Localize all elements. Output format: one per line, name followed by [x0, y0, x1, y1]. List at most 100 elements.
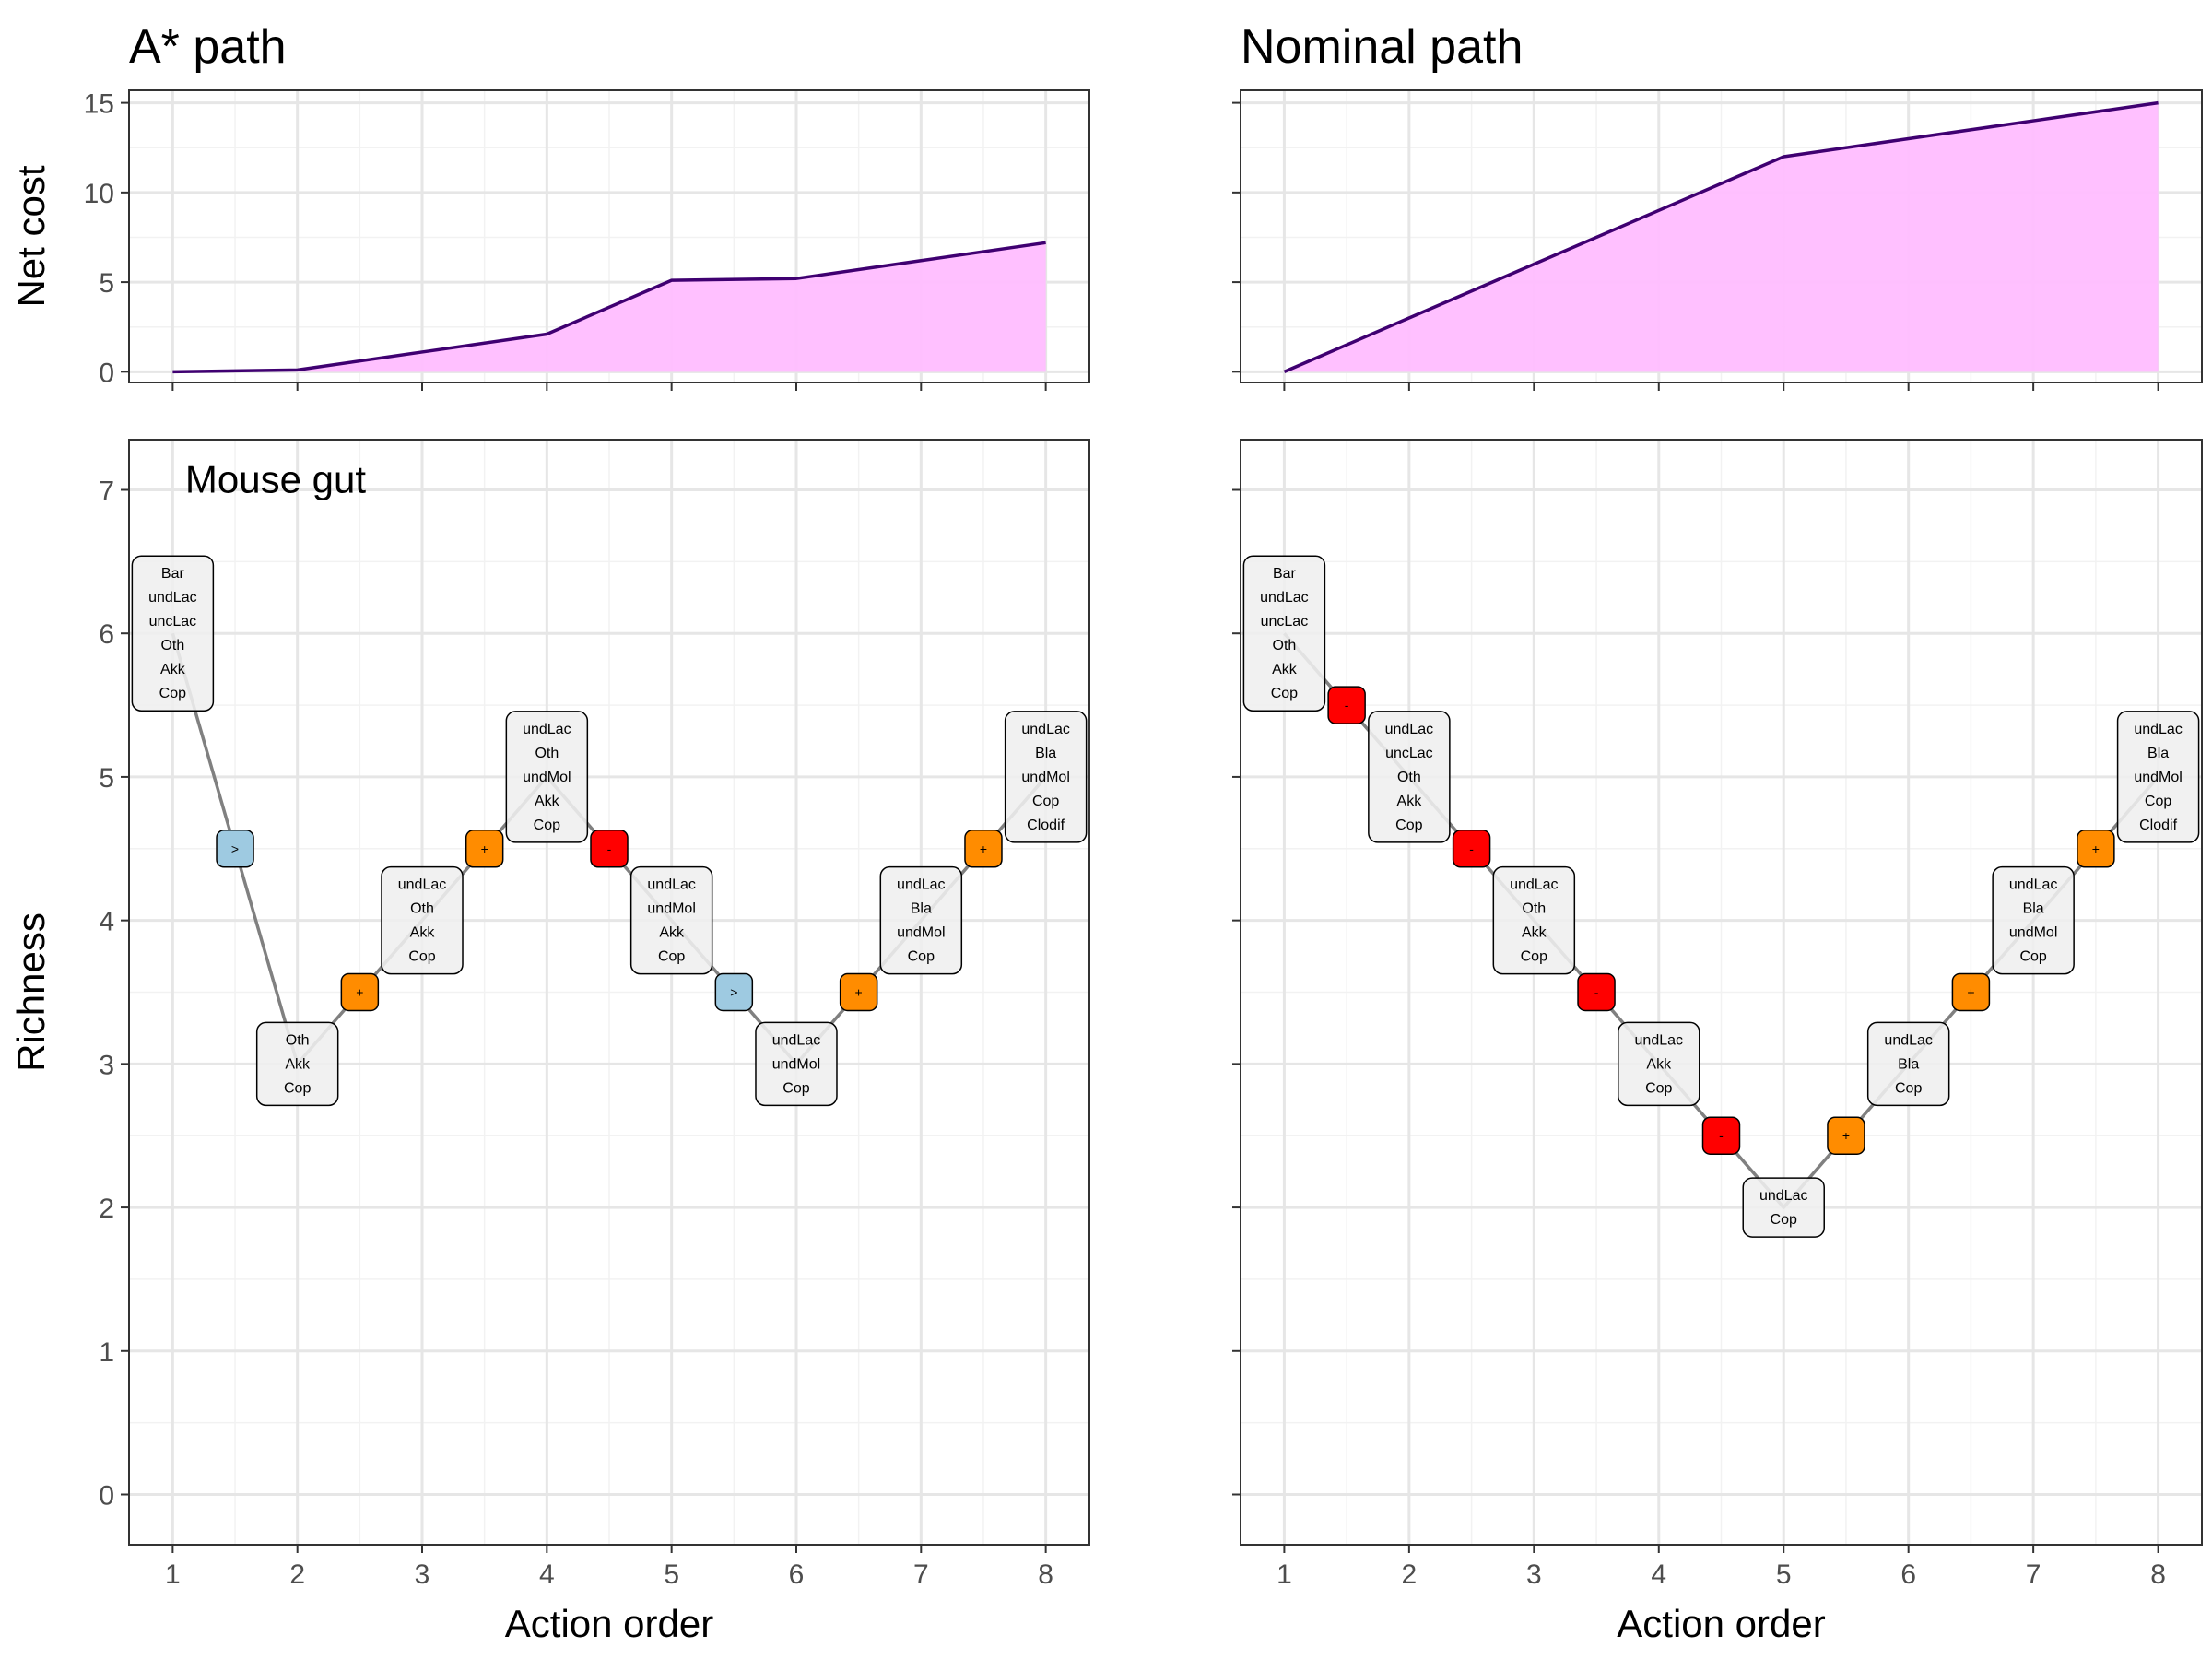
action-symbol: -: [1469, 841, 1474, 856]
state-node: undLac Bla undMol Cop: [1992, 865, 2075, 975]
state-taxon-label: Cop: [1645, 1080, 1672, 1096]
state-node-box: [255, 1021, 339, 1107]
panel-border: [128, 89, 1090, 383]
state-node-box: [1492, 865, 1576, 975]
action-symbol: -: [607, 841, 612, 856]
action-symbol: +: [980, 841, 987, 856]
state-taxon-label: Bla: [2147, 746, 2169, 761]
y-tick-label: 0: [99, 358, 114, 388]
action-marker-remove: -: [1327, 686, 1366, 724]
state-node: undLac Bla Cop: [1866, 1021, 1950, 1107]
state-taxon-label: undLac: [398, 877, 447, 893]
action-symbol: +: [1842, 1128, 1850, 1143]
state-taxon-label: Cop: [159, 686, 186, 701]
net-cost-line: [172, 241, 1046, 374]
action-marker-box: [1577, 972, 1616, 1012]
action-symbol: +: [2092, 841, 2100, 856]
state-taxon-label: uncLac: [1261, 614, 1309, 629]
x-tick-label: 7: [2026, 1559, 2041, 1590]
action-marker-box: [714, 972, 754, 1012]
action-marker-box: [465, 830, 504, 868]
net-cost-area: [1284, 102, 2159, 372]
x-tick-label: 8: [2150, 1559, 2166, 1590]
y-tick-label: 7: [99, 477, 114, 507]
state-taxon-label: Cop: [2145, 794, 2171, 809]
state-taxon-label: Akk: [1522, 925, 1547, 941]
state-node-box: [505, 711, 589, 843]
state-taxon-label: Cop: [534, 818, 560, 833]
panel-border: [128, 439, 1090, 1546]
state-taxon-label: undLac: [2134, 722, 2183, 737]
state-node-box: [381, 865, 464, 975]
action-marker-box: [590, 830, 629, 868]
action-marker-box: [1327, 686, 1366, 724]
state-taxon-label: Akk: [1646, 1056, 1672, 1072]
state-taxon-label: undMol: [2134, 770, 2182, 785]
state-taxon-label: undLac: [148, 590, 197, 606]
x-tick-label: 2: [289, 1559, 305, 1590]
state-taxon-label: Akk: [285, 1056, 311, 1072]
x-tick-label: 3: [1526, 1559, 1542, 1590]
state-node: undLac Cop: [1742, 1177, 1825, 1238]
state-taxon-label: undLac: [1021, 722, 1070, 737]
state-node: undLac Oth Akk Cop: [1492, 865, 1576, 975]
action-marker-add: +: [964, 830, 1003, 868]
state-taxon-label: Clodif: [1027, 818, 1065, 833]
state-taxon-label: Akk: [410, 925, 436, 941]
state-taxon-label: undLac: [1759, 1188, 1808, 1204]
action-symbol: +: [1967, 985, 1974, 1000]
state-taxon-label: Oth: [160, 638, 184, 653]
state-taxon-label: undLac: [1635, 1032, 1684, 1048]
x-tick-label: 7: [913, 1559, 929, 1590]
state-node: undLac uncLac Oth Akk Cop: [1368, 711, 1451, 843]
state-taxon-label: undLac: [1884, 1032, 1933, 1048]
action-marker-remove: -: [1452, 830, 1491, 868]
x-tick-label: 4: [1651, 1559, 1666, 1590]
state-taxon-label: Akk: [535, 794, 560, 809]
state-taxon-label: Oth: [286, 1032, 310, 1048]
action-symbol: +: [855, 985, 863, 1000]
action-marker-box: [1452, 830, 1491, 868]
state-node: undLac Akk Cop: [1618, 1021, 1700, 1107]
y-tick-label: 10: [84, 179, 114, 209]
y-tick-label: 4: [99, 907, 114, 937]
y-tick-label: 2: [99, 1194, 114, 1224]
state-node: undLac undMol Cop: [755, 1021, 838, 1107]
y-axis-title: Net cost: [9, 165, 53, 307]
panel-title: A* path: [129, 20, 287, 74]
state-taxon-label: Cop: [408, 949, 435, 965]
action-marker-add: +: [2077, 830, 2115, 868]
action-symbol: -: [1719, 1128, 1724, 1143]
state-taxon-label: undMol: [647, 901, 695, 917]
action-marker-box: [340, 972, 380, 1012]
action-marker-add: +: [1827, 1116, 1865, 1155]
state-node-box: [1992, 865, 2075, 975]
y-tick-label: 15: [84, 89, 114, 120]
state-taxon-label: Cop: [284, 1080, 311, 1096]
panel-top-right: Nominal path: [1232, 20, 2203, 391]
x-tick-label: 5: [1776, 1559, 1792, 1590]
y-tick-label: 5: [99, 268, 114, 299]
y-tick-label: 0: [99, 1481, 114, 1512]
state-taxon-label: undLac: [1385, 722, 1434, 737]
state-taxon-label: Cop: [782, 1080, 809, 1096]
state-taxon-label: Cop: [658, 949, 685, 965]
action-marker-shift: >: [714, 972, 754, 1012]
state-taxon-label: undLac: [2009, 877, 2058, 893]
state-node-box: [629, 865, 713, 975]
state-taxon-label: Cop: [1521, 949, 1547, 965]
panel-border: [1240, 89, 2203, 383]
state-node: undLac Bla undMol Cop Clodif: [1004, 711, 1088, 843]
state-taxon-label: Cop: [1395, 818, 1422, 833]
action-marker-box: [839, 972, 878, 1012]
state-node-box: [1004, 711, 1088, 843]
state-taxon-label: Oth: [1522, 901, 1546, 917]
state-taxon-label: uncLac: [1385, 746, 1433, 761]
panel-annotation: Mouse gut: [185, 458, 366, 501]
action-marker-shift: >: [216, 830, 254, 868]
state-taxon-label: Cop: [1771, 1212, 1797, 1228]
state-taxon-label: Oth: [535, 746, 559, 761]
action-marker-remove: -: [590, 830, 629, 868]
state-node-box: [755, 1021, 838, 1107]
state-node-box: [1618, 1021, 1700, 1107]
